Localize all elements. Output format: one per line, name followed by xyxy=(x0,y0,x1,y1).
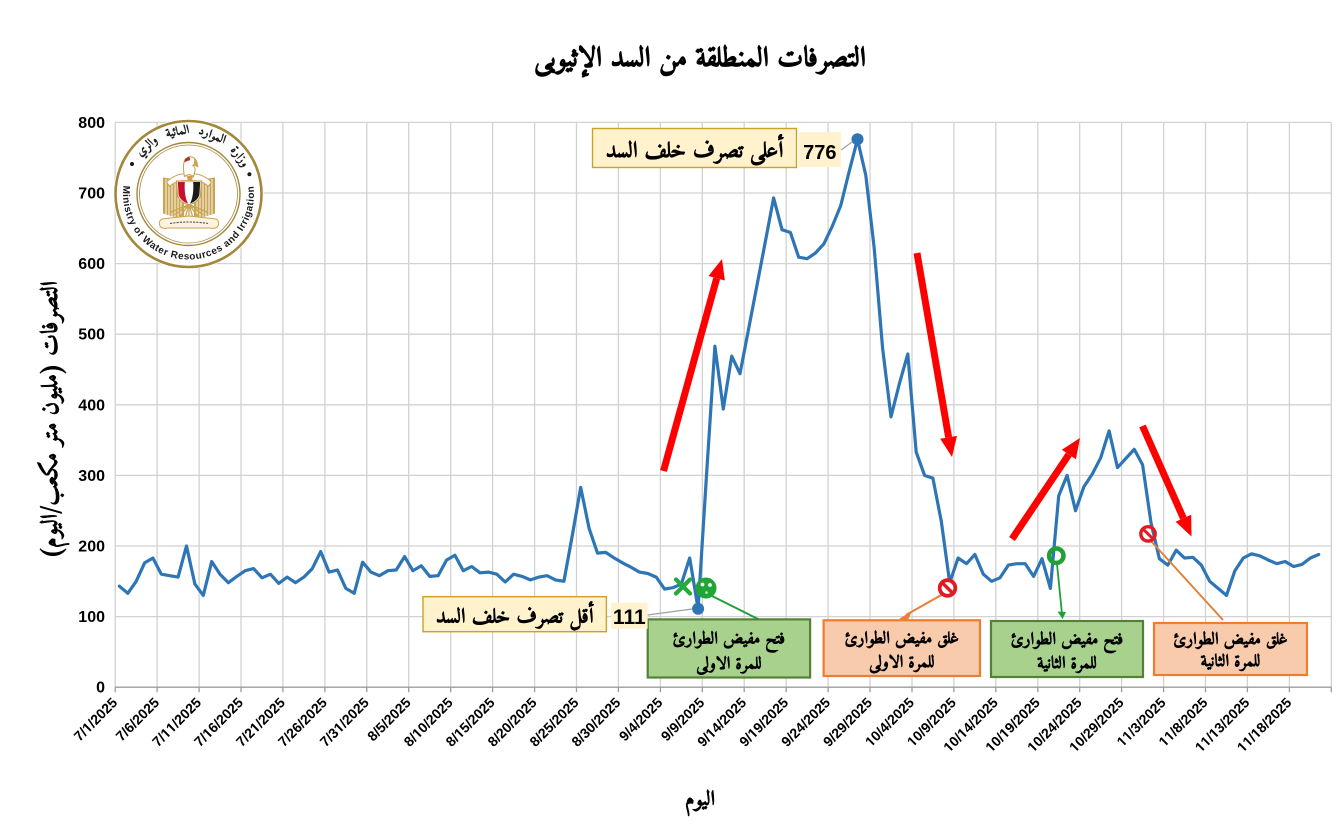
svg-text:300: 300 xyxy=(78,468,105,485)
svg-text:400: 400 xyxy=(78,397,105,414)
svg-text:600: 600 xyxy=(78,256,105,273)
svg-text:0: 0 xyxy=(96,680,105,697)
svg-text:776: 776 xyxy=(803,142,836,164)
svg-text:500: 500 xyxy=(78,327,105,344)
svg-text:100: 100 xyxy=(78,609,105,626)
svg-text:700: 700 xyxy=(78,186,105,203)
svg-text:800: 800 xyxy=(78,115,105,132)
svg-text:200: 200 xyxy=(78,539,105,556)
svg-text:111: 111 xyxy=(613,606,646,629)
